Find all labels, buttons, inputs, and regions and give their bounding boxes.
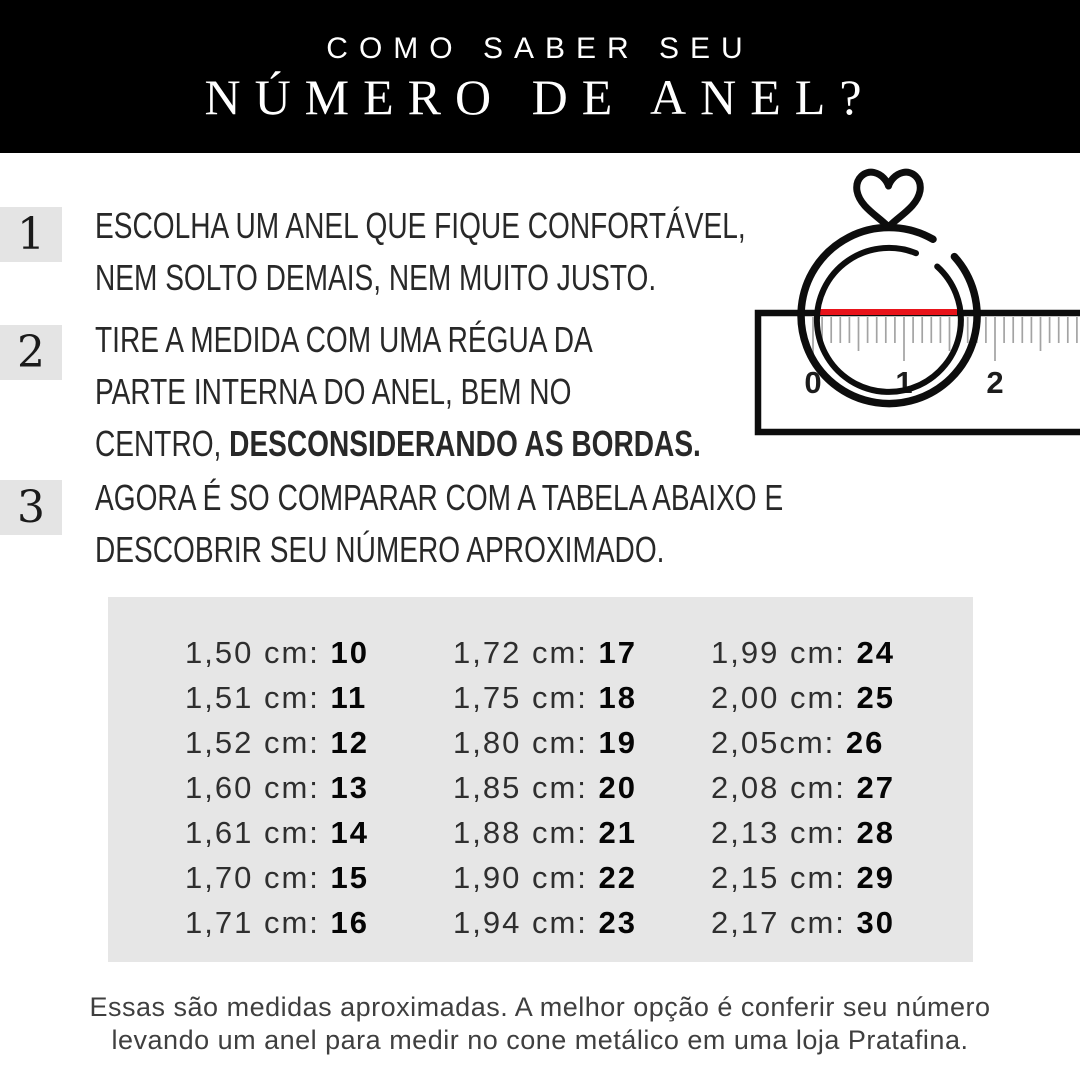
- diameter-label: 1,88 cm:: [453, 815, 599, 850]
- size-table-row: 2,08 cm: 27: [711, 765, 895, 810]
- size-table-row: 1,51 cm: 11: [185, 675, 369, 720]
- heart-ring-ruler-icon: 0 1 2: [754, 168, 1080, 436]
- ring-size-value: 17: [598, 635, 637, 670]
- diameter-label: 1,52 cm:: [185, 725, 331, 760]
- heart-icon: [853, 168, 924, 231]
- size-table-row: 1,52 cm: 12: [185, 720, 369, 765]
- step-1-text: ESCOLHA UM ANEL QUE FIQUE CONFORTÁVEL, NE…: [95, 200, 746, 304]
- size-table-row: 1,90 cm: 22: [453, 855, 637, 900]
- size-table-panel: 1,50 cm: 10 1,51 cm: 11 1,52 cm: 12 1,60 cm…: [108, 597, 973, 962]
- size-table-row: 2,05cm: 26: [711, 720, 895, 765]
- diameter-label: 1,50 cm:: [185, 635, 331, 670]
- ring-size-value: 19: [598, 725, 637, 760]
- ring-size-value: 23: [598, 905, 637, 940]
- diameter-label: 1,60 cm:: [185, 770, 331, 805]
- size-table-row: 1,70 cm: 15: [185, 855, 369, 900]
- size-table-row: 1,50 cm: 10: [185, 630, 369, 675]
- diameter-label: 1,80 cm:: [453, 725, 599, 760]
- diameter-label: 2,13 cm:: [711, 815, 857, 850]
- ring-size-value: 22: [598, 860, 637, 895]
- step-text-line: TIRE A MEDIDA COM UMA RÉGUA DA: [95, 319, 593, 360]
- step-text-line: ESCOLHA UM ANEL QUE FIQUE CONFORTÁVEL,: [95, 205, 746, 246]
- footer-note: Essas são medidas aproximadas. A melhor …: [0, 991, 1080, 1057]
- size-table-row: 1,94 cm: 23: [453, 900, 637, 945]
- diameter-label: 2,05cm:: [711, 725, 846, 760]
- size-table-row: 1,99 cm: 24: [711, 630, 895, 675]
- ring-size-value: 29: [856, 860, 895, 895]
- diameter-label: 1,94 cm:: [453, 905, 599, 940]
- ruler-number-1: 1: [895, 365, 912, 400]
- size-table-row: 1,71 cm: 16: [185, 900, 369, 945]
- diameter-label: 1,71 cm:: [185, 905, 331, 940]
- size-table-column-2: 1,72 cm: 17 1,75 cm: 18 1,80 cm: 19 1,85 cm…: [453, 630, 637, 945]
- diameter-label: 1,90 cm:: [453, 860, 599, 895]
- footer-line-1: Essas são medidas aproximadas. A melhor …: [89, 992, 991, 1022]
- ruler-number-0: 0: [804, 365, 821, 400]
- ring-size-value: 18: [598, 680, 637, 715]
- size-table-column-1: 1,50 cm: 10 1,51 cm: 11 1,52 cm: 12 1,60 cm…: [185, 630, 369, 945]
- ring-size-value: 28: [856, 815, 895, 850]
- ring-outer-band: [797, 223, 981, 408]
- heart-ring-ruler-illustration: 0 1 2: [740, 165, 1080, 445]
- size-table-row: 2,13 cm: 28: [711, 810, 895, 855]
- size-table-column-3: 1,99 cm: 24 2,00 cm: 25 2,05cm: 26 2,08 cm:…: [711, 630, 895, 945]
- diameter-label: 2,00 cm:: [711, 680, 857, 715]
- size-table-row: 1,80 cm: 19: [453, 720, 637, 765]
- diameter-label: 1,51 cm:: [185, 680, 331, 715]
- ring-size-value: 14: [330, 815, 369, 850]
- diameter-label: 2,08 cm:: [711, 770, 857, 805]
- diameter-label: 2,17 cm:: [711, 905, 857, 940]
- diameter-label: 1,61 cm:: [185, 815, 331, 850]
- diameter-label: 1,99 cm:: [711, 635, 857, 670]
- step-text-line: CENTRO, DESCONSIDERANDO AS BORDAS.: [95, 423, 701, 464]
- footer-line-2: levando um anel para medir no cone metál…: [111, 1025, 969, 1055]
- step-text-line: PARTE INTERNA DO ANEL, BEM NO: [95, 371, 572, 412]
- step-2-badge: 2: [0, 325, 62, 380]
- ring-size-value: 15: [330, 860, 369, 895]
- step-text-line: DESCOBRIR SEU NÚMERO APROXIMADO.: [95, 529, 665, 570]
- ring-size-value: 21: [598, 815, 637, 850]
- step-3-number: 3: [17, 482, 45, 533]
- size-table-row: 2,15 cm: 29: [711, 855, 895, 900]
- ring-size-value: 30: [856, 905, 895, 940]
- step-3-text: AGORA É SO COMPARAR COM A TABELA ABAIXO …: [95, 472, 783, 576]
- step-1-badge: 1: [0, 207, 62, 262]
- ring-size-value: 25: [856, 680, 895, 715]
- diameter-label: 1,75 cm:: [453, 680, 599, 715]
- step-3-badge: 3: [0, 480, 62, 535]
- size-table-row: 1,60 cm: 13: [185, 765, 369, 810]
- header-subtitle: COMO SABER SEU: [326, 32, 754, 65]
- ruler-body: [754, 309, 1080, 436]
- ring-size-value: 27: [856, 770, 895, 805]
- ruler-number-2: 2: [986, 365, 1003, 400]
- diameter-label: 1,85 cm:: [453, 770, 599, 805]
- step-1-number: 1: [17, 209, 45, 260]
- ring-inner-band: [813, 244, 964, 395]
- size-table-row: 1,72 cm: 17: [453, 630, 637, 675]
- size-table-row: 1,88 cm: 21: [453, 810, 637, 855]
- ring-size-value: 20: [598, 770, 637, 805]
- ring-size-value: 11: [330, 680, 368, 715]
- ring-size-value: 24: [856, 635, 895, 670]
- diameter-label: 1,70 cm:: [185, 860, 331, 895]
- ring-size-value: 26: [845, 725, 885, 760]
- size-table-row: 2,17 cm: 30: [711, 900, 895, 945]
- size-table-row: 1,61 cm: 14: [185, 810, 369, 855]
- step-text-line: AGORA É SO COMPARAR COM A TABELA ABAIXO …: [95, 477, 784, 518]
- step-2-text: TIRE A MEDIDA COM UMA RÉGUA DA PARTE INTE…: [95, 314, 701, 470]
- diameter-label: 1,72 cm:: [453, 635, 599, 670]
- ring-size-value: 10: [330, 635, 369, 670]
- ring-size-value: 16: [330, 905, 369, 940]
- size-table-row: 2,00 cm: 25: [711, 675, 895, 720]
- ring-size-value: 13: [330, 770, 369, 805]
- step-2-number: 2: [17, 327, 45, 378]
- diameter-label: 2,15 cm:: [711, 860, 857, 895]
- size-table-row: 1,75 cm: 18: [453, 675, 637, 720]
- ring-size-value: 12: [330, 725, 369, 760]
- size-table-row: 1,85 cm: 20: [453, 765, 637, 810]
- header: COMO SABER SEU NÚMERO DE ANEL?: [0, 0, 1080, 153]
- step-text-line: NEM SOLTO DEMAIS, NEM MUITO JUSTO.: [95, 257, 657, 298]
- page-title: NÚMERO DE ANEL?: [204, 69, 876, 125]
